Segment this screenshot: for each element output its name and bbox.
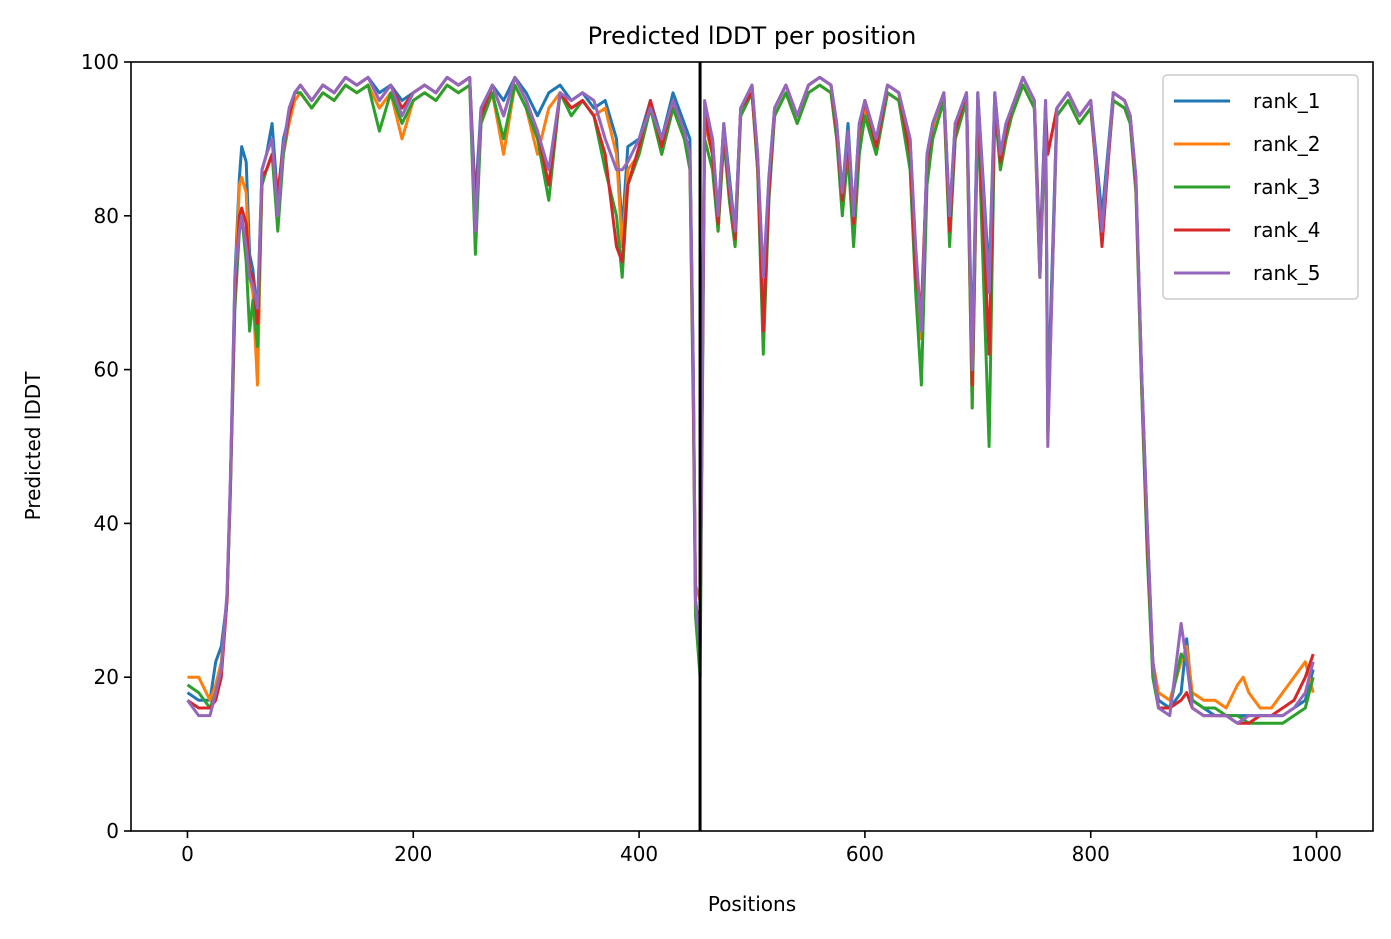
y-tick-label: 60 bbox=[94, 358, 119, 382]
y-tick-label: 80 bbox=[94, 204, 119, 228]
y-tick-label: 40 bbox=[94, 511, 119, 535]
x-axis-label: Positions bbox=[708, 892, 796, 916]
series-line-rank-5 bbox=[186, 75, 1315, 725]
legend-label-rank-4: rank_4 bbox=[1253, 218, 1320, 242]
series-layer bbox=[186, 75, 1315, 725]
legend: rank_1 rank_2 rank_3 rank_4 rank_5 bbox=[1162, 74, 1359, 300]
x-tick-label: 800 bbox=[1072, 842, 1110, 866]
legend-label-rank-1: rank_1 bbox=[1253, 89, 1320, 113]
x-tick-label: 0 bbox=[181, 842, 194, 866]
y-tick-label: 100 bbox=[81, 50, 119, 74]
legend-box bbox=[1162, 74, 1359, 300]
x-tick-label: 1000 bbox=[1291, 842, 1342, 866]
legend-label-rank-2: rank_2 bbox=[1253, 132, 1320, 156]
x-tick-label: 600 bbox=[846, 842, 884, 866]
plot-frame bbox=[130, 61, 1374, 832]
legend-label-rank-3: rank_3 bbox=[1253, 175, 1320, 199]
legend-label-rank-5: rank_5 bbox=[1253, 261, 1320, 285]
chart-title: Predicted lDDT per position bbox=[588, 22, 917, 50]
x-axis-ticks: 0 200 400 600 800 1000 bbox=[181, 831, 1342, 866]
legend-items: rank_1 rank_2 rank_3 rank_4 rank_5 bbox=[1174, 89, 1320, 285]
y-tick-label: 20 bbox=[94, 665, 119, 689]
y-tick-label: 0 bbox=[106, 819, 119, 843]
x-tick-label: 200 bbox=[394, 842, 432, 866]
y-axis-ticks: 0 20 40 60 80 100 bbox=[81, 50, 131, 843]
y-axis-label: Predicted lDDT bbox=[21, 371, 45, 521]
x-tick-label: 400 bbox=[620, 842, 658, 866]
